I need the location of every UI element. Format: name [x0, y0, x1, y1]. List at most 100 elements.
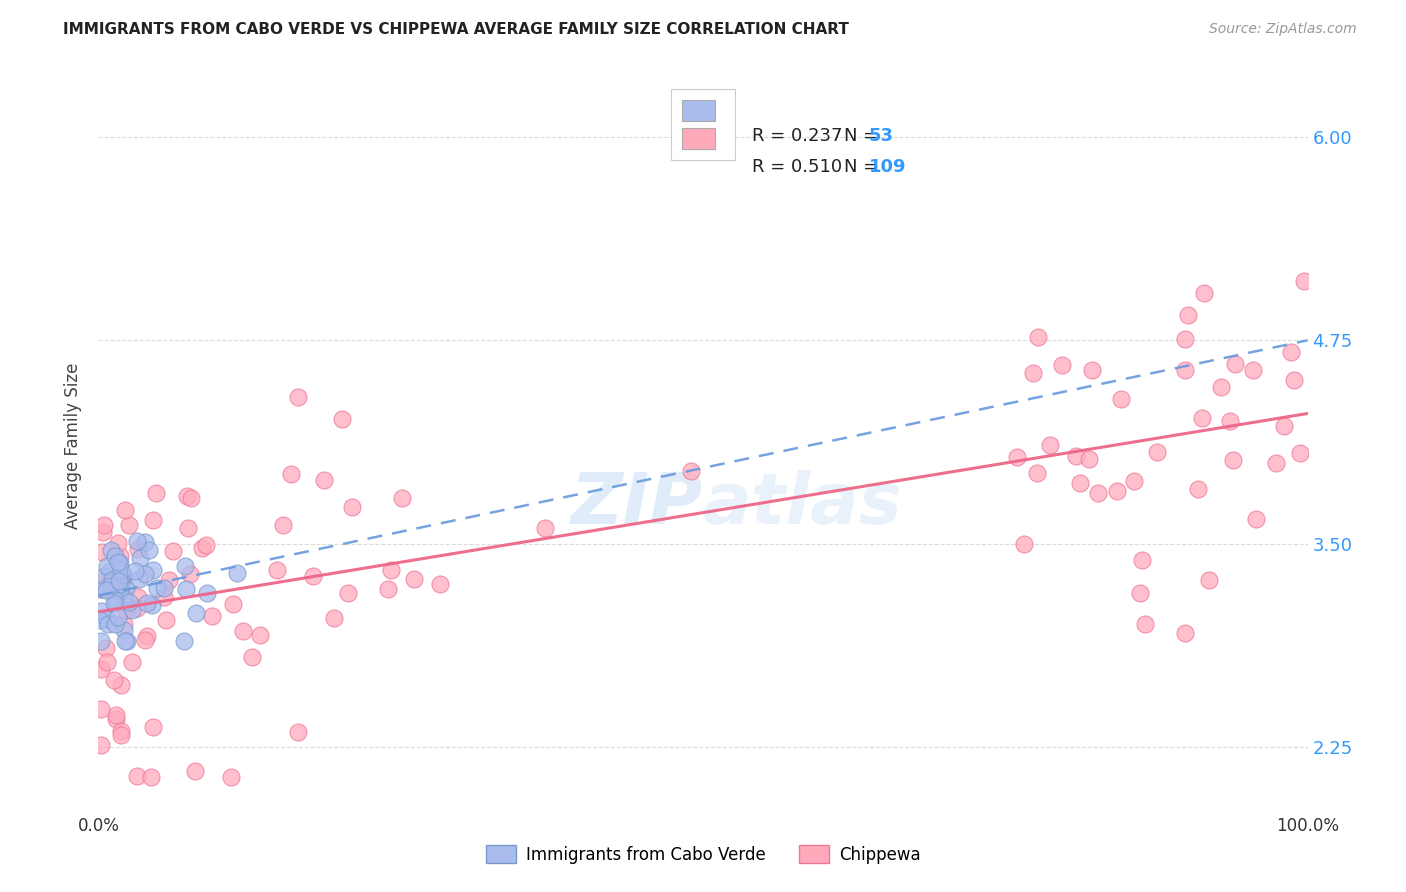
Point	[134, 632, 156, 647]
Point	[314, 474, 336, 488]
Point	[176, 489, 198, 503]
Text: R = 0.510: R = 0.510	[752, 158, 842, 176]
Point	[232, 624, 254, 639]
Point	[1198, 574, 1220, 588]
Point	[90, 634, 112, 648]
Text: atlas: atlas	[703, 470, 903, 539]
Point	[1077, 451, 1099, 466]
Point	[1012, 537, 1035, 551]
Point	[155, 613, 177, 627]
Point	[222, 598, 245, 612]
Point	[121, 655, 143, 669]
Text: Source: ZipAtlas.com: Source: ZipAtlas.com	[1209, 22, 1357, 37]
Point	[184, 764, 207, 778]
Point	[110, 564, 132, 578]
Point	[1222, 453, 1244, 467]
Point	[108, 549, 131, 563]
Point	[240, 649, 263, 664]
Point	[302, 568, 325, 582]
Point	[110, 584, 132, 599]
Point	[1087, 485, 1109, 500]
Point	[174, 582, 197, 596]
Point	[96, 655, 118, 669]
Point	[1109, 392, 1132, 406]
Text: R = 0.237: R = 0.237	[752, 127, 842, 145]
Point	[184, 607, 207, 621]
Point	[1225, 357, 1247, 371]
Point	[134, 566, 156, 581]
Point	[179, 566, 201, 581]
Point	[1294, 275, 1316, 289]
Point	[136, 596, 159, 610]
Point	[173, 634, 195, 648]
Point	[141, 513, 163, 527]
Point	[107, 555, 129, 569]
Point	[111, 567, 134, 582]
Point	[110, 678, 132, 692]
Point	[180, 491, 202, 505]
Point	[1279, 345, 1302, 359]
Point	[101, 573, 124, 587]
Point	[1174, 625, 1197, 640]
Text: N =: N =	[844, 158, 883, 176]
Point	[110, 728, 132, 742]
Point	[125, 601, 148, 615]
Point	[1022, 366, 1045, 380]
Point	[93, 518, 115, 533]
Point	[124, 565, 146, 579]
Point	[340, 500, 363, 514]
Point	[1174, 362, 1197, 376]
Text: IMMIGRANTS FROM CABO VERDE VS CHIPPEWA AVERAGE FAMILY SIZE CORRELATION CHART: IMMIGRANTS FROM CABO VERDE VS CHIPPEWA A…	[63, 22, 849, 37]
Point	[96, 640, 118, 655]
Point	[100, 543, 122, 558]
Point	[112, 591, 135, 605]
Point	[1272, 419, 1295, 434]
Point	[1191, 411, 1213, 425]
Legend: Immigrants from Cabo Verde, Chippewa: Immigrants from Cabo Verde, Chippewa	[479, 838, 927, 871]
Point	[404, 572, 426, 586]
Point	[103, 596, 125, 610]
Point	[142, 720, 165, 734]
Point	[271, 518, 294, 533]
Point	[153, 581, 176, 595]
Point	[142, 563, 165, 577]
Point	[1064, 449, 1087, 463]
Point	[121, 602, 143, 616]
Point	[1130, 552, 1153, 566]
Point	[1187, 483, 1209, 497]
Point	[287, 725, 309, 739]
Point	[112, 623, 135, 637]
Point	[1219, 413, 1241, 427]
Point	[1105, 484, 1128, 499]
Point	[174, 559, 197, 574]
Point	[1069, 476, 1091, 491]
Point	[1026, 330, 1049, 344]
Y-axis label: Average Family Size: Average Family Size	[65, 363, 83, 529]
Legend: , : ,	[672, 89, 734, 160]
Point	[679, 464, 702, 478]
Point	[1177, 308, 1199, 322]
Point	[266, 563, 288, 577]
Point	[141, 598, 163, 612]
Point	[1192, 285, 1215, 300]
Point	[115, 581, 138, 595]
Point	[103, 673, 125, 687]
Text: 109: 109	[869, 158, 907, 176]
Point	[249, 628, 271, 642]
Point	[138, 542, 160, 557]
Point	[115, 603, 138, 617]
Point	[104, 712, 127, 726]
Point	[108, 581, 131, 595]
Point	[157, 573, 180, 587]
Point	[1174, 333, 1197, 347]
Point	[1244, 512, 1267, 526]
Point	[280, 467, 302, 481]
Point	[114, 503, 136, 517]
Point	[1209, 380, 1232, 394]
Point	[1282, 373, 1305, 387]
Point	[134, 535, 156, 549]
Text: 53: 53	[869, 127, 894, 145]
Point	[136, 630, 159, 644]
Point	[96, 612, 118, 626]
Point	[1288, 446, 1310, 460]
